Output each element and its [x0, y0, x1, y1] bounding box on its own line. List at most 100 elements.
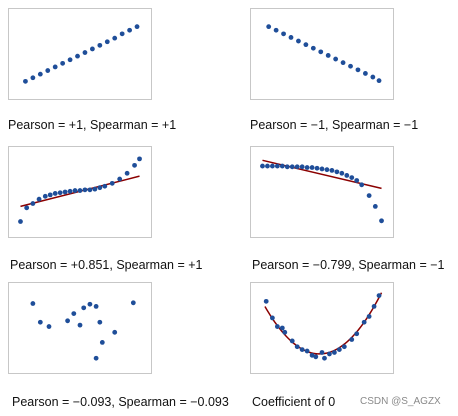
data-point — [341, 344, 347, 350]
data-point — [90, 46, 95, 52]
data-point — [82, 50, 88, 55]
data-point — [289, 338, 295, 344]
data-point — [336, 347, 342, 352]
data-point — [124, 170, 130, 176]
data-point — [354, 331, 360, 337]
data-point — [319, 166, 325, 172]
scatter-panel-5 — [8, 282, 152, 374]
data-point — [30, 201, 36, 206]
data-point — [299, 347, 305, 352]
data-point — [37, 319, 43, 325]
data-point — [127, 27, 132, 33]
data-point — [47, 192, 53, 198]
plot-frame — [250, 282, 394, 374]
data-point — [97, 185, 103, 191]
data-point — [355, 67, 361, 73]
data-point — [30, 75, 36, 81]
data-point — [112, 35, 118, 41]
data-point — [97, 319, 103, 325]
scatter-panel-3 — [8, 146, 152, 238]
data-point — [289, 164, 295, 170]
caption-1: Pearson = +1, Spearman = +1 — [8, 118, 177, 132]
chart-svg-6 — [250, 282, 394, 374]
watermark: CSDN @S_AGZX — [360, 396, 441, 407]
caption-5: Pearson = −0.093, Spearman = −0.093 — [12, 395, 229, 409]
data-point — [274, 324, 280, 329]
data-point — [322, 355, 327, 361]
data-point — [376, 293, 382, 298]
data-point — [303, 42, 309, 48]
data-point — [309, 352, 315, 358]
plot-frame — [250, 8, 394, 100]
data-point — [339, 170, 345, 176]
data-point — [325, 53, 331, 58]
chart-svg-4 — [250, 146, 394, 238]
data-point — [67, 188, 73, 194]
data-point — [57, 190, 63, 196]
data-point — [379, 218, 384, 224]
data-point — [52, 191, 58, 196]
data-point — [92, 186, 98, 192]
data-point — [324, 167, 330, 173]
data-point — [349, 175, 355, 180]
caption-6: Coefficient of 0 — [252, 395, 336, 409]
data-point — [65, 318, 70, 324]
data-point — [30, 301, 36, 306]
chart-svg-2 — [250, 8, 394, 100]
data-point — [37, 71, 43, 77]
data-point — [137, 156, 142, 162]
data-point — [132, 162, 137, 168]
data-point — [332, 350, 337, 355]
data-point — [304, 165, 310, 170]
data-point — [354, 178, 360, 183]
data-point — [273, 27, 279, 33]
data-point — [372, 204, 378, 209]
data-point — [45, 68, 51, 73]
caption-2: Pearson = −1, Spearman = −1 — [250, 118, 419, 132]
data-point — [309, 165, 315, 170]
data-point — [60, 60, 66, 66]
data-point — [314, 165, 320, 171]
caption-4: Pearson = −0.799, Spearman = −1 — [252, 258, 445, 272]
data-point — [46, 324, 52, 329]
data-point — [361, 319, 367, 325]
plot-frame — [8, 146, 152, 238]
data-point — [281, 31, 286, 37]
data-point — [284, 164, 290, 170]
data-point — [319, 350, 325, 355]
data-point — [81, 305, 87, 311]
scatter-panel-6 — [250, 282, 394, 374]
data-point — [102, 183, 108, 189]
data-point — [340, 60, 346, 66]
data-point — [77, 188, 83, 193]
data-point — [294, 344, 300, 350]
data-point — [119, 31, 125, 37]
data-point — [327, 351, 332, 357]
data-point — [265, 163, 270, 169]
data-point — [62, 189, 68, 195]
chart-svg-1 — [8, 8, 152, 100]
data-point — [371, 304, 377, 309]
data-point — [97, 42, 103, 48]
chart-svg-5 — [8, 282, 152, 374]
data-point — [270, 163, 275, 169]
scatter-panel-1 — [8, 8, 152, 100]
data-point — [279, 163, 285, 169]
data-point — [348, 63, 353, 69]
scatter-panel-4 — [250, 146, 394, 238]
data-point — [52, 64, 58, 70]
data-point — [313, 354, 319, 360]
data-point — [349, 337, 355, 342]
data-point — [36, 196, 42, 202]
plot-frame — [8, 282, 152, 374]
data-point — [370, 74, 376, 80]
data-point — [18, 219, 23, 224]
data-point — [274, 163, 280, 169]
caption-3: Pearson = +0.851, Spearman = +1 — [10, 258, 203, 272]
data-point — [359, 182, 365, 188]
data-point — [130, 300, 136, 306]
data-point — [310, 45, 316, 51]
data-point — [288, 35, 294, 40]
data-point — [82, 187, 88, 193]
data-point — [87, 187, 93, 193]
